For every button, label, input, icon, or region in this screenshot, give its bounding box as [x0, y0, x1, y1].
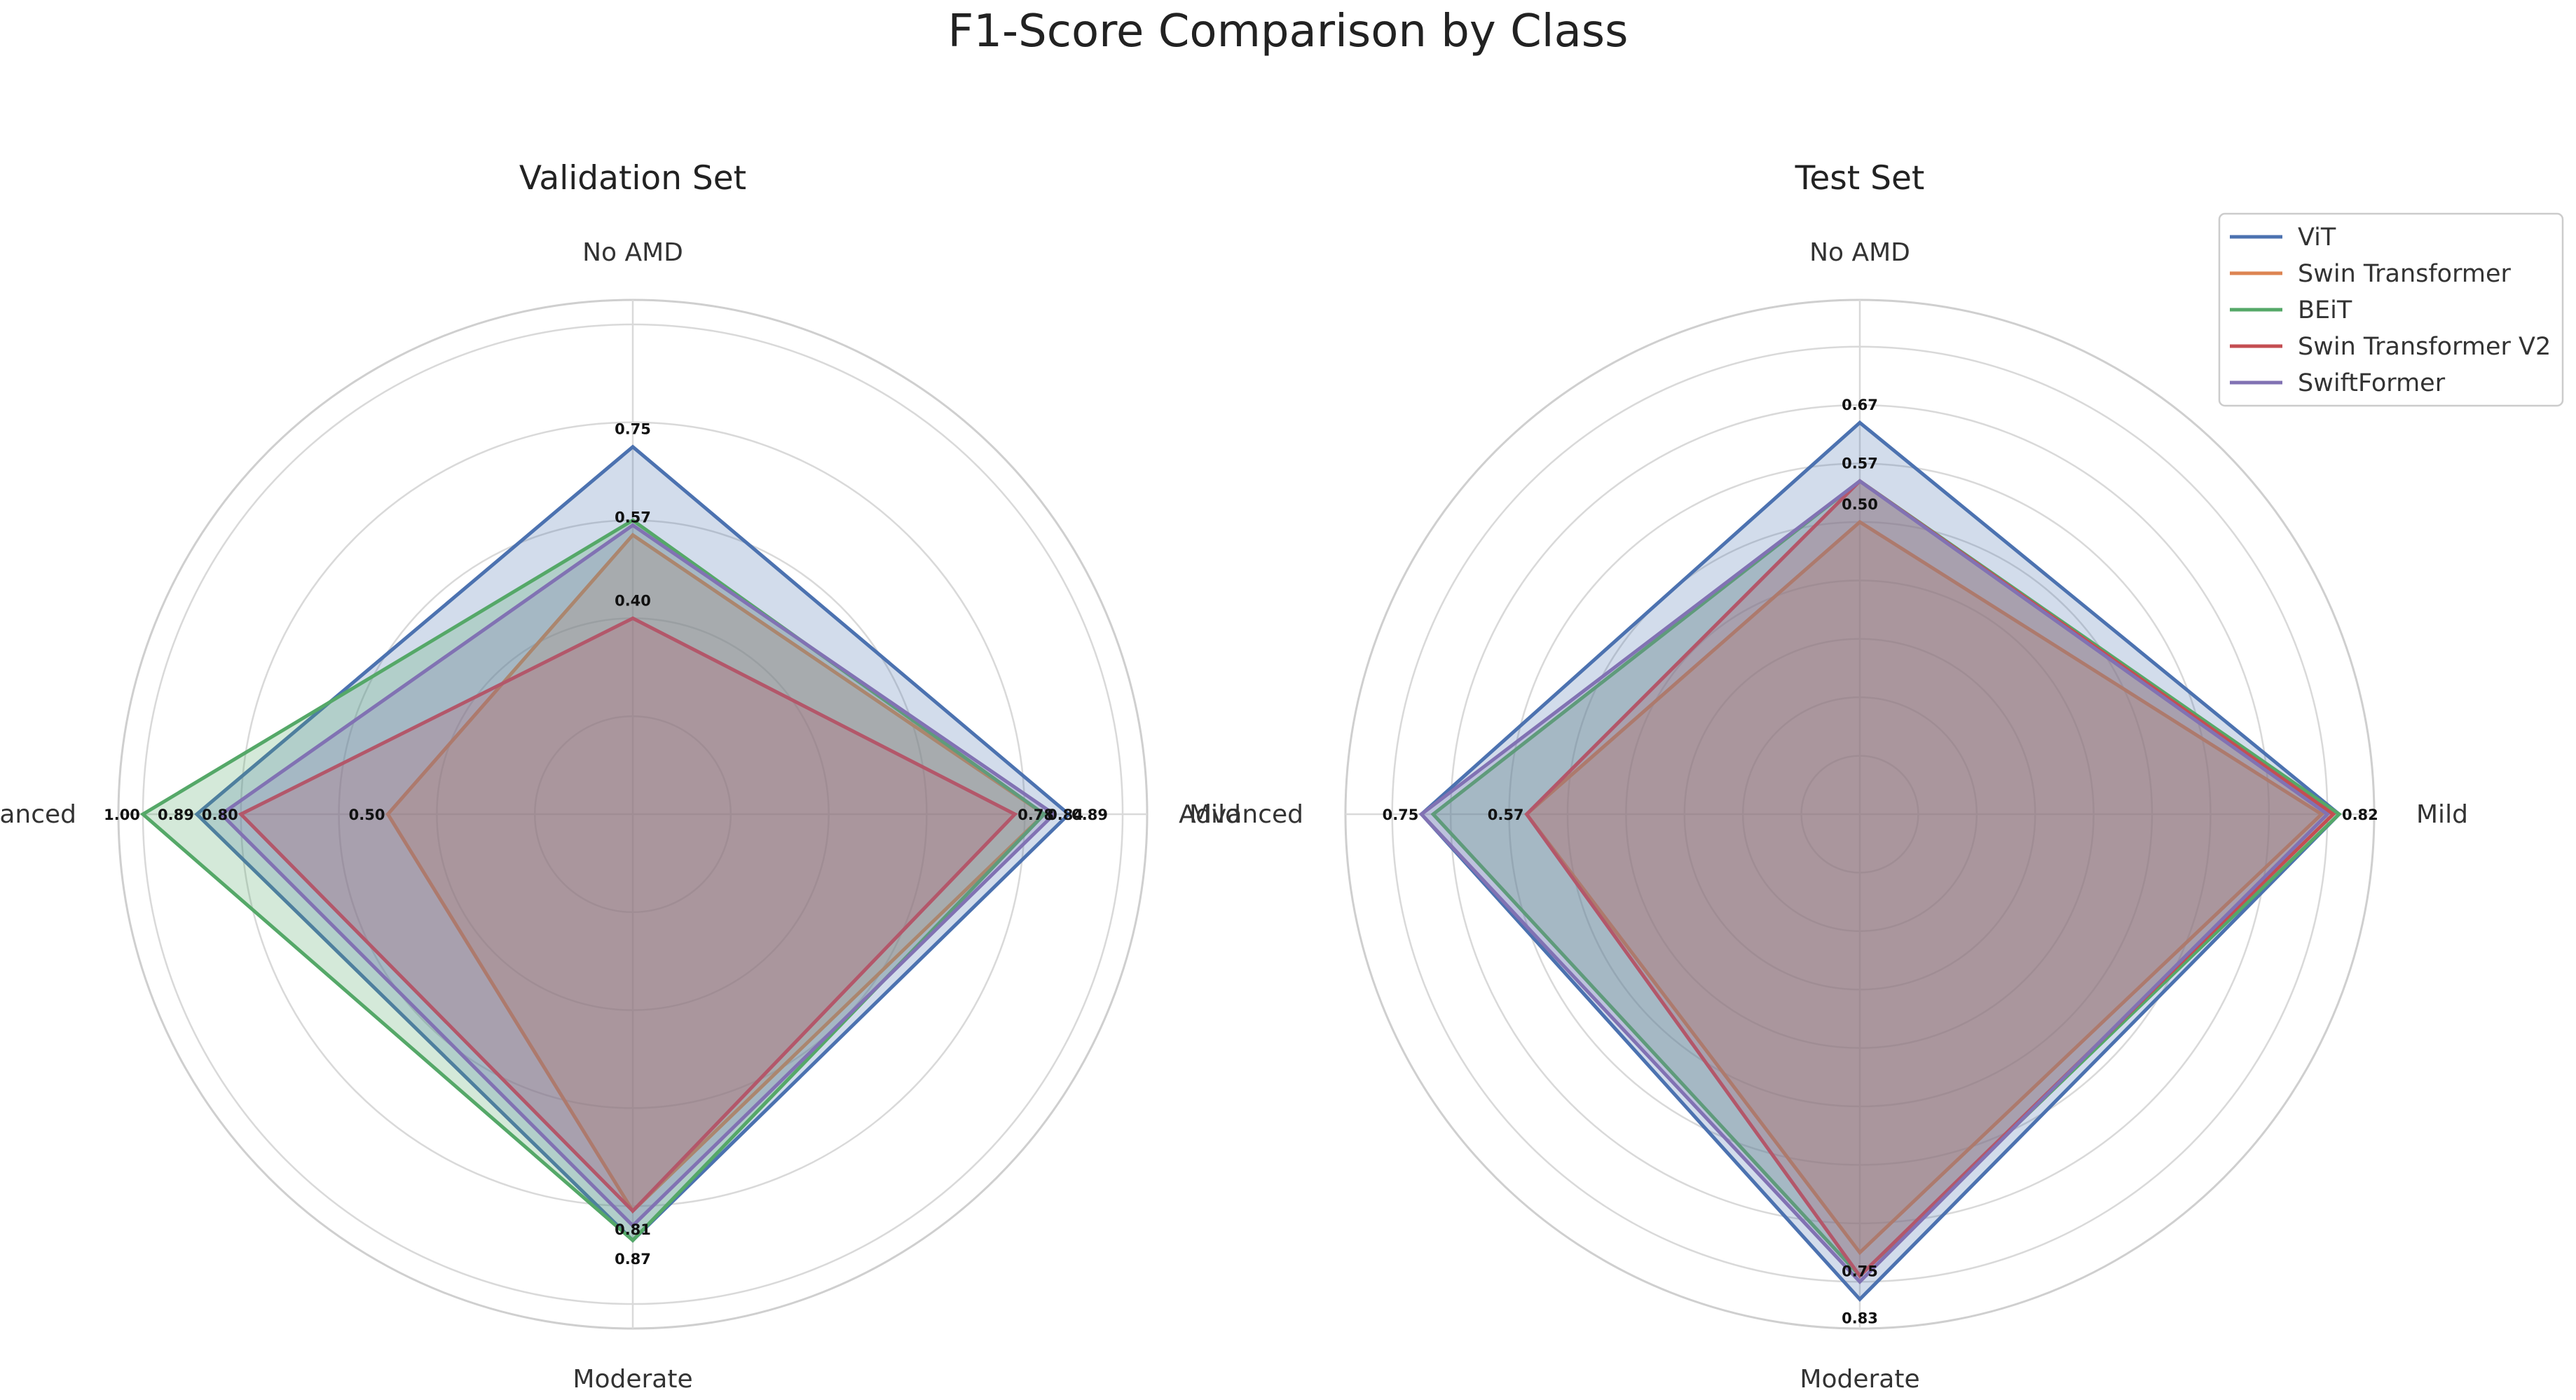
series-swiftformer	[1418, 479, 2331, 1284]
value-label: 0.82	[2342, 807, 2378, 823]
legend-label: Swin Transformer V2	[2298, 333, 2551, 361]
value-label: 0.84	[1047, 807, 1083, 823]
category-label-no-amd: No AMD	[1809, 238, 1910, 267]
legend-entry-swin-transformer: Swin Transformer	[2230, 260, 2512, 288]
value-label: 0.50	[1842, 496, 1878, 513]
legend-entry-swin-transformer-v2: Swin Transformer V2	[2230, 333, 2551, 361]
value-label: 0.40	[615, 592, 651, 609]
legend-entry-vit: ViT	[2230, 224, 2336, 252]
legend-entry-swiftformer: SwiftFormer	[2230, 369, 2446, 397]
legend-entry-beit: BEiT	[2230, 296, 2352, 324]
value-label: 0.75	[1383, 807, 1419, 823]
category-label-advanced: Advanced	[1179, 800, 1303, 829]
value-label: 0.57	[1488, 807, 1524, 823]
series-swin-transformer	[1524, 519, 2324, 1256]
category-label-mild: Mild	[2416, 800, 2468, 829]
category-label-moderate: Moderate	[573, 1365, 692, 1394]
subplot-title: Validation Set	[519, 159, 746, 198]
value-label: 0.75	[615, 421, 651, 438]
value-label: 0.87	[615, 1251, 651, 1268]
category-label-advanced: Advanced	[0, 800, 76, 829]
legend-label: SwiftFormer	[2298, 369, 2446, 397]
series-swiftformer	[218, 523, 1057, 1228]
validation-radar-panel: Validation Set No AMD Mild Moderate Advanced…	[0, 159, 1241, 1394]
category-label-no-amd: No AMD	[582, 238, 683, 267]
legend: ViT Swin Transformer BEiT Swin Transformer …	[2218, 212, 2564, 407]
figure-title: F1-Score Comparison by Class	[948, 6, 1629, 57]
value-label: 0.89	[1071, 807, 1108, 823]
value-label: 0.75	[1842, 1263, 1878, 1280]
value-label: 0.80	[202, 807, 238, 823]
legend-box	[2218, 212, 2564, 407]
value-label: 0.81	[615, 1221, 651, 1238]
value-label: 1.00	[104, 807, 140, 823]
series-beit	[139, 518, 1048, 1243]
value-label: 0.83	[1842, 1310, 1878, 1326]
series-swin-transformer-v2	[238, 616, 1018, 1214]
subplot-title: Test Set	[1795, 159, 1925, 198]
value-label: 0.57	[1842, 455, 1878, 472]
legend-label: Swin Transformer	[2298, 260, 2512, 288]
value-label: 0.78	[1018, 807, 1054, 823]
value-label: 0.67	[1842, 397, 1878, 413]
value-label: 0.89	[158, 807, 194, 823]
value-label: 0.50	[349, 807, 385, 823]
category-label-mild: Mild	[1189, 800, 1241, 829]
test-radar-panel: Test Set No AMD Mild Moderate Advanced 0.67 0.…	[1179, 159, 2468, 1394]
category-label-moderate: Moderate	[1800, 1365, 1919, 1394]
series-swin-transformer-v2	[1524, 479, 2336, 1279]
legend-label: ViT	[2298, 224, 2336, 252]
legend-label: BEiT	[2298, 296, 2352, 324]
value-label: 0.57	[615, 509, 651, 526]
